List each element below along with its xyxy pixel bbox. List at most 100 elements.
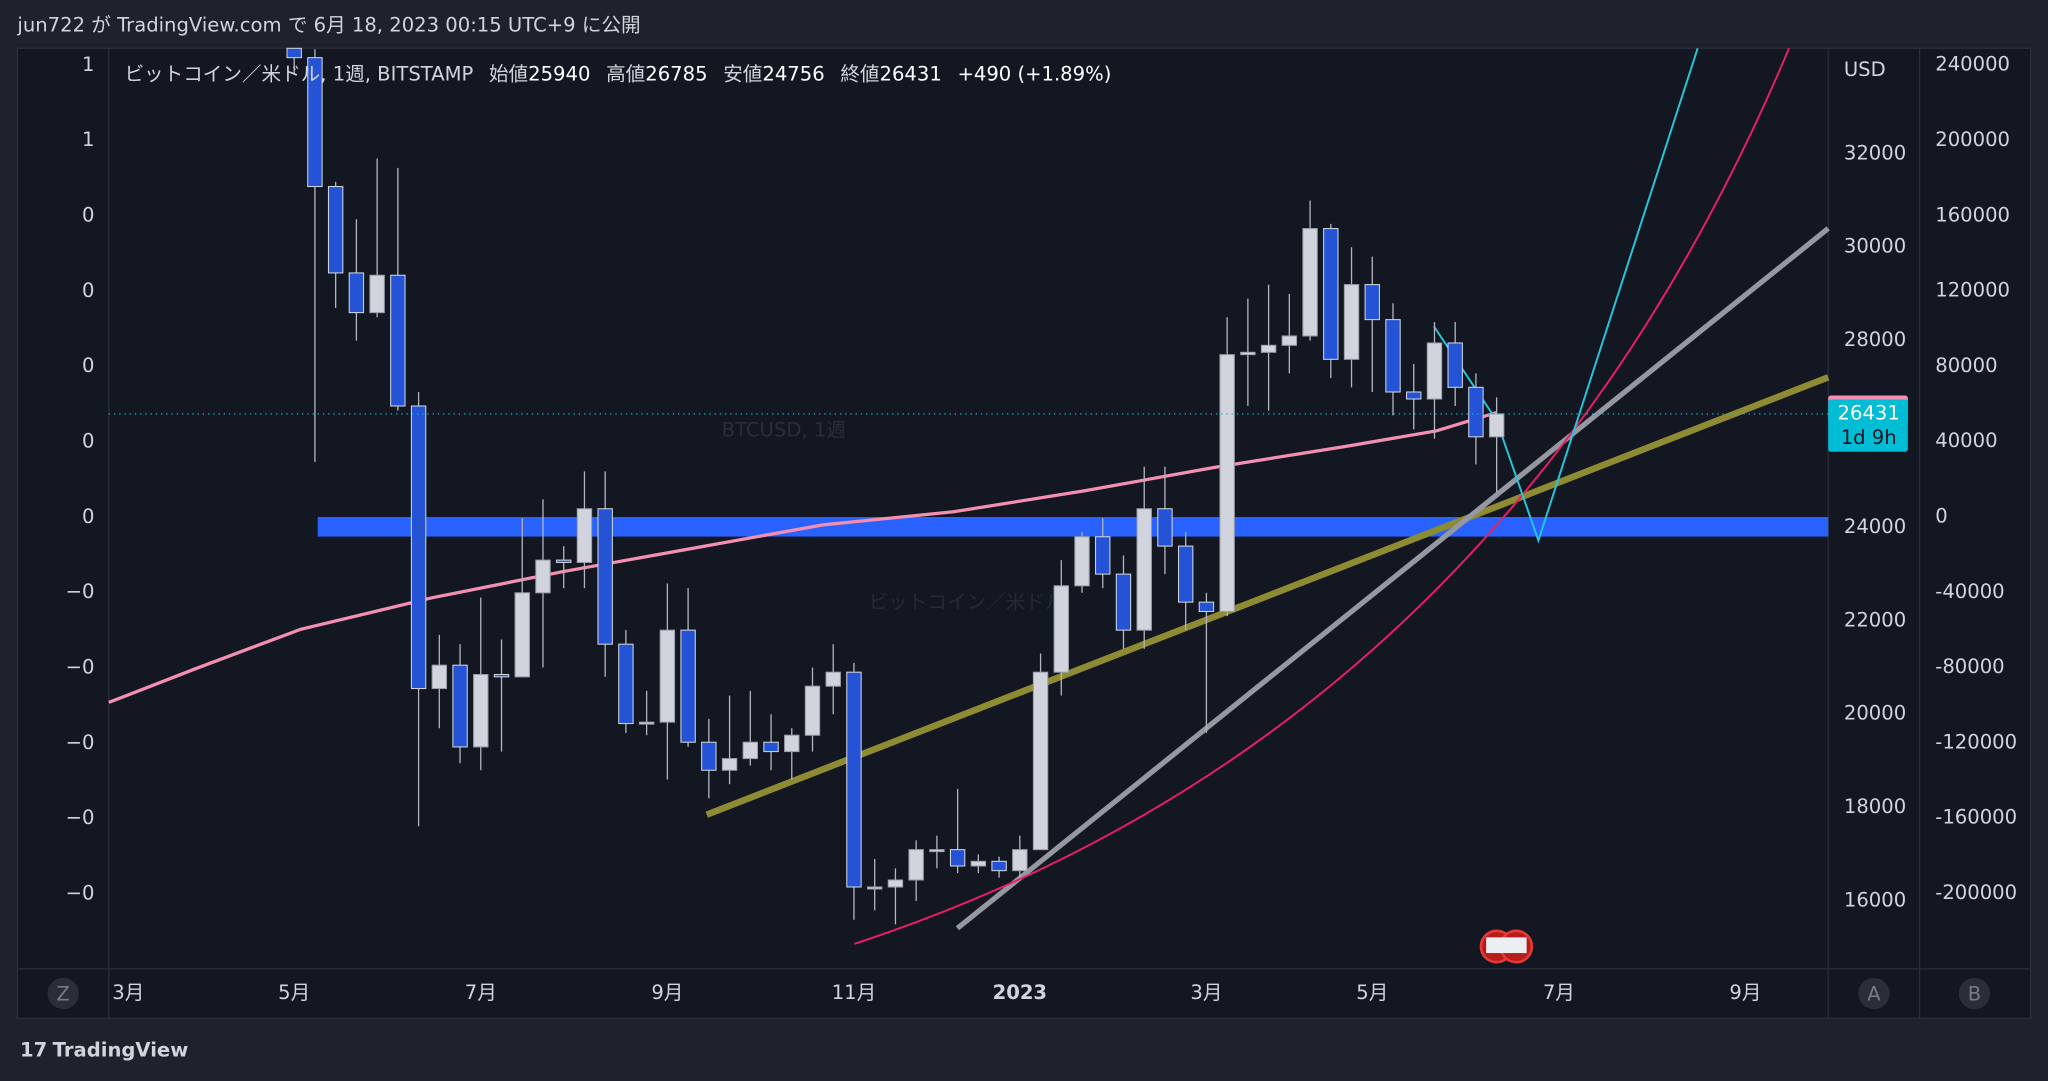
x-tick-label: 11月 [832, 981, 876, 1004]
y-tick-label: 16000 [1844, 889, 1906, 912]
y2-tick-label: 200000 [1935, 128, 2010, 151]
left-axis-label: 0 [82, 279, 94, 302]
logo: 17 [20, 1038, 47, 1061]
candle-body [659, 629, 676, 723]
candle-body [638, 721, 655, 725]
candle-body [1364, 284, 1380, 321]
candle-body [1406, 391, 1422, 400]
left-axis-label: −0 [66, 580, 95, 603]
candle-body [473, 674, 489, 748]
left-axis-label: 0 [82, 429, 94, 452]
price-label-sub: 1d 9h [1841, 426, 1897, 449]
y2-tick-label: -200000 [1935, 881, 2017, 904]
candle-body [887, 879, 904, 888]
header-title: jun722 が TradingView.com で 6月 18, 2023 0… [16, 14, 640, 37]
plot [108, 47, 1830, 945]
y2-tick-label: 240000 [1935, 53, 2010, 76]
legend-field-value: 24756 [762, 62, 824, 85]
flags [1479, 929, 1534, 964]
y-tick-label: 22000 [1844, 608, 1906, 631]
trendline [955, 226, 1830, 931]
legend-field-value: 26431 [880, 62, 942, 85]
candle-body [1219, 354, 1235, 613]
x-tick-label: 3月 [112, 981, 144, 1004]
candle-body [1426, 342, 1443, 400]
button[interactable] [1958, 977, 1991, 1010]
x-tick-label: 9月 [1729, 981, 1761, 1004]
candle-body [597, 508, 613, 645]
candle-body [410, 405, 427, 690]
candle-body [1468, 386, 1484, 438]
candle-body [1447, 342, 1463, 388]
candle-body [1281, 335, 1298, 346]
candle-body [1095, 536, 1111, 575]
candle-body [970, 860, 987, 867]
x-tick-label: 2023 [993, 981, 1048, 1004]
button[interactable] [1858, 977, 1890, 1010]
candle-body [1323, 228, 1339, 360]
candle-body [286, 47, 302, 59]
candle-body [556, 559, 572, 563]
legend-symbol: ビットコイン／米ドル, 1週, BITSTAMP [124, 62, 473, 85]
candle-body [576, 508, 593, 563]
y2-tick-label: 80000 [1935, 354, 1997, 377]
candle-body [763, 741, 779, 753]
x-tick-label: 7月 [1543, 981, 1575, 1004]
zone [317, 517, 1829, 537]
candle-body [701, 741, 717, 771]
candle-body [1177, 545, 1194, 603]
candle-body [991, 860, 1007, 872]
candle-body [1385, 319, 1401, 393]
candle-body [784, 734, 800, 753]
watermark: BTCUSD, 1週 [722, 418, 846, 441]
y-tick-label: 24000 [1844, 515, 1906, 538]
candle-body [1053, 585, 1069, 673]
left-axis-label: 1 [82, 53, 94, 76]
candle-body [390, 274, 406, 407]
y2-tick-label: -40000 [1935, 580, 2004, 603]
y-tick-label: 32000 [1844, 141, 1906, 164]
left-axis-label: 0 [82, 203, 94, 226]
candle-body [514, 592, 530, 678]
price-label: 26431 [1838, 401, 1900, 424]
candle-body [1157, 508, 1173, 547]
curve [853, 47, 1790, 945]
candle-body [1302, 228, 1318, 337]
legend-field-label: 高値 [606, 62, 645, 85]
button-label: A [1867, 982, 1881, 1005]
button-label: B [1968, 982, 1981, 1005]
footer-brand: TradingView [53, 1038, 189, 1061]
x-tick-label: 9月 [651, 981, 683, 1004]
legend-field-value: 25940 [528, 62, 590, 85]
candle-body [742, 741, 759, 760]
y2-tick-label: 0 [1935, 504, 1947, 527]
legend-field-label: 安値 [723, 62, 762, 85]
candle-body [1198, 601, 1215, 613]
y2-tick-label: 40000 [1935, 429, 1997, 452]
candle-body [1115, 573, 1132, 631]
watermark: ビットコイン／米ドル [869, 591, 1065, 614]
candle-body [908, 849, 924, 881]
x-tick-label: 5月 [278, 981, 310, 1004]
candle-body [1260, 344, 1277, 353]
y2-tick-label: -80000 [1935, 655, 2004, 678]
y-tick-label: 28000 [1844, 328, 1906, 351]
button-label: Z [56, 982, 69, 1005]
candle-body [866, 886, 883, 890]
button[interactable] [47, 977, 79, 1010]
y2-tick-label: 160000 [1935, 203, 2010, 226]
legend-field-label: 始値 [489, 62, 528, 85]
candle-body [1343, 284, 1360, 360]
candle-body [1032, 671, 1049, 851]
candle-body [1136, 508, 1152, 631]
y-tick-label: 20000 [1844, 702, 1906, 725]
candle-body [618, 643, 634, 725]
left-axis-label: 0 [82, 354, 94, 377]
candle-body [846, 671, 862, 888]
x-tick-label: 5月 [1356, 981, 1388, 1004]
candle-body [680, 629, 696, 743]
candle-body [929, 849, 945, 853]
legend-field-label: 終値 [840, 62, 879, 85]
